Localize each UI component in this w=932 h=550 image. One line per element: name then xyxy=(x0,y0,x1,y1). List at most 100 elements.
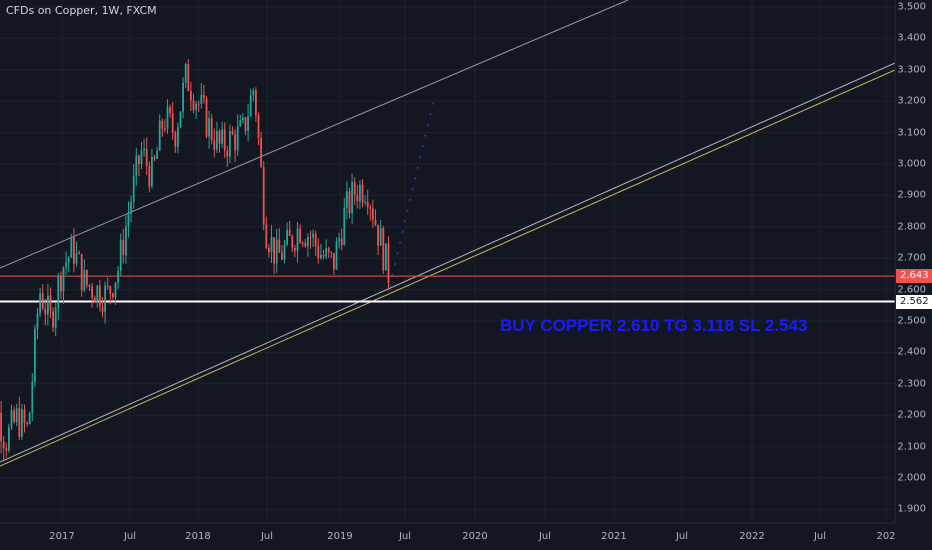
candle-body xyxy=(15,408,18,422)
time-tick-label: 2020 xyxy=(462,531,488,542)
candle-body xyxy=(203,94,205,99)
candle-body xyxy=(80,254,83,291)
candle-body xyxy=(348,191,351,214)
price-tick-label: 2.800 xyxy=(897,221,926,233)
time-tick-label: 2017 xyxy=(49,531,75,542)
candle-body xyxy=(161,120,164,129)
candle-body xyxy=(5,448,8,451)
time-tick-label: Jul xyxy=(675,531,689,542)
price-tick-label: 3.000 xyxy=(897,158,926,170)
time-tick-label: 2018 xyxy=(185,531,211,542)
candle-body xyxy=(127,213,130,227)
candle-body xyxy=(130,201,132,214)
candle-body xyxy=(260,137,262,167)
time-tick-label: 2021 xyxy=(601,531,627,542)
candle-body xyxy=(34,328,36,382)
candle-body xyxy=(10,410,13,428)
candle-body xyxy=(99,285,101,307)
candle-body xyxy=(216,130,218,150)
horizontal-lines xyxy=(0,275,895,303)
candle-body xyxy=(39,293,41,314)
candle-body xyxy=(301,242,304,244)
candle-body xyxy=(96,285,99,303)
price-tick-label: 2.500 xyxy=(897,315,926,327)
candle-body xyxy=(234,134,236,151)
candle-body xyxy=(70,237,73,258)
price-tick-label: 3.200 xyxy=(897,95,926,107)
candle-body xyxy=(31,381,34,413)
candle-body xyxy=(244,117,247,132)
price-tick-label: 2.900 xyxy=(897,189,926,201)
candle-body xyxy=(148,165,151,187)
candle-body xyxy=(299,228,301,243)
candle-body xyxy=(327,248,330,253)
price-tag: 2.643 xyxy=(896,269,932,284)
candle-body xyxy=(270,237,273,253)
price-tick-label: 2.600 xyxy=(897,284,926,296)
candle-body xyxy=(275,239,278,264)
candle-body xyxy=(236,125,239,151)
candle-body xyxy=(226,150,229,157)
candle-body xyxy=(122,240,125,256)
candle-body xyxy=(49,295,52,312)
candle-body xyxy=(195,103,197,110)
time-tick-label: Jul xyxy=(538,531,552,542)
candle-body xyxy=(151,156,153,187)
candle-body xyxy=(192,100,195,110)
candlestick-series xyxy=(0,59,390,461)
candle-body xyxy=(135,155,138,176)
candle-body xyxy=(335,241,338,270)
candle-body xyxy=(213,140,216,150)
candle-body xyxy=(184,64,187,83)
candle-body xyxy=(171,113,174,133)
candle-body xyxy=(0,412,2,442)
candle-body xyxy=(262,166,265,225)
candle-body xyxy=(2,441,5,449)
candle-body xyxy=(179,111,182,128)
candle-body xyxy=(156,150,158,159)
candle-body xyxy=(57,276,60,309)
candle-body xyxy=(101,306,104,312)
candle-body xyxy=(338,238,340,242)
candle-body xyxy=(351,182,353,214)
candle-body xyxy=(54,308,57,328)
candle-body xyxy=(379,228,382,246)
time-tick-label: Jul xyxy=(398,531,412,542)
lower-trendline-yellow xyxy=(0,69,896,467)
candle-body xyxy=(78,252,80,255)
candle-body xyxy=(283,244,286,260)
candle-body xyxy=(104,285,106,312)
candle-body xyxy=(67,257,70,263)
candle-body xyxy=(174,132,177,147)
candle-body xyxy=(382,228,385,271)
candle-body xyxy=(281,252,283,260)
candle-body xyxy=(109,286,112,294)
time-tick-label: 202 xyxy=(876,531,896,542)
candle-body xyxy=(26,423,28,425)
candle-body xyxy=(304,243,307,247)
candle-body xyxy=(242,117,244,121)
time-tick-label: 2022 xyxy=(739,531,765,542)
candle-body xyxy=(208,118,210,137)
candle-body xyxy=(200,94,203,104)
candle-body xyxy=(132,175,135,202)
candle-body xyxy=(322,254,325,257)
candle-body xyxy=(112,293,114,298)
candle-body xyxy=(18,408,21,437)
candle-body xyxy=(119,240,122,271)
candle-body xyxy=(359,184,361,202)
candle-body xyxy=(91,286,93,298)
candle-body xyxy=(197,103,200,105)
candle-body xyxy=(369,207,372,209)
candle-body xyxy=(309,237,312,239)
candle-body xyxy=(169,106,171,114)
price-tick-label: 3.500 xyxy=(897,1,926,13)
candle-body xyxy=(117,270,119,283)
candle-body xyxy=(247,116,249,132)
candle-body xyxy=(294,248,296,251)
candle-body xyxy=(252,90,255,96)
candle-body xyxy=(36,313,39,329)
candle-body xyxy=(182,82,184,112)
candle-body xyxy=(364,201,366,203)
